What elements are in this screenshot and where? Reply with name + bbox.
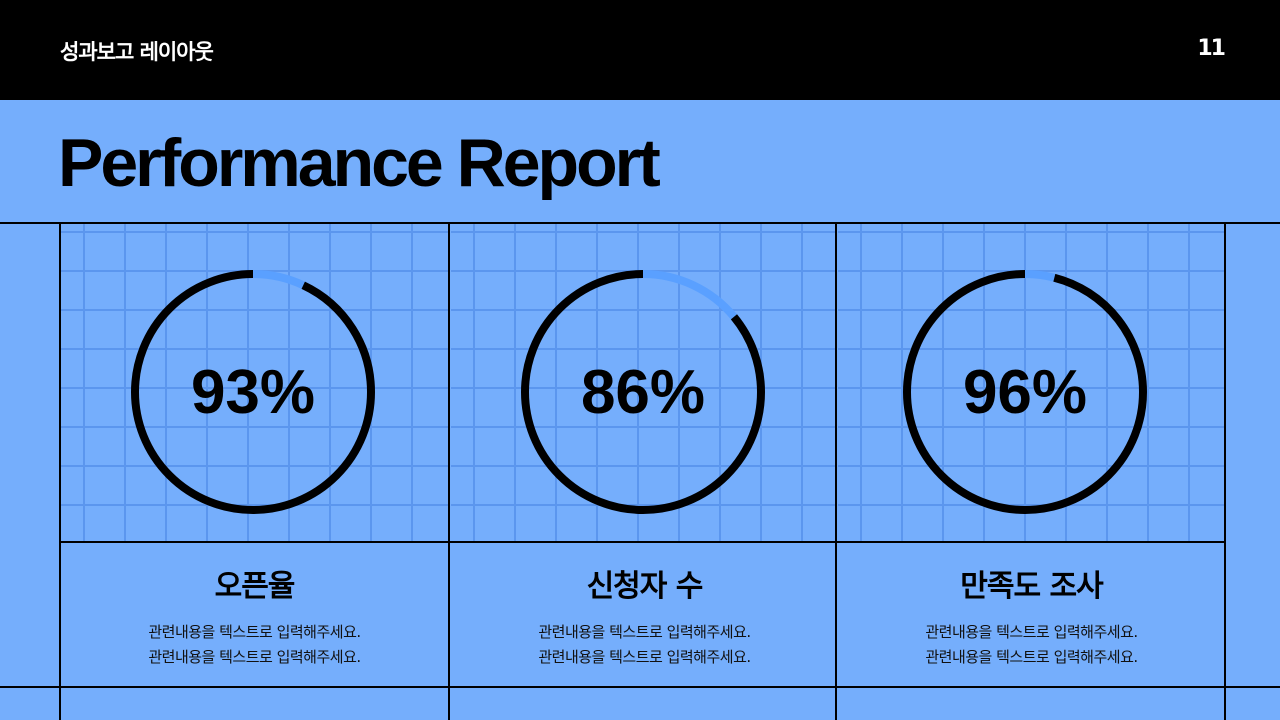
progress-ring	[131, 270, 375, 514]
progress-ring	[903, 270, 1147, 514]
metric-value: 86%	[580, 358, 706, 427]
progress-ring	[521, 270, 765, 514]
metric-description: 관련내용을 텍스트로 입력해주세요. 관련내용을 텍스트로 입력해주세요.	[451, 620, 838, 670]
metric-value: 93%	[190, 358, 316, 427]
description-line: 관련내용을 텍스트로 입력해주세요.	[925, 648, 1138, 666]
metric-value: 96%	[962, 358, 1088, 427]
top-bar: 성과보고 레이아웃 11	[0, 0, 1280, 100]
divider	[448, 222, 450, 720]
metric-description: 관련내용을 텍스트로 입력해주세요. 관련내용을 텍스트로 입력해주세요.	[61, 620, 448, 670]
divider	[59, 222, 61, 720]
divider	[60, 541, 1226, 543]
metric-title: 오픈율	[214, 569, 296, 604]
page-number: 11	[1197, 36, 1226, 61]
description-line: 관련내용을 텍스트로 입력해주세요.	[538, 648, 751, 666]
metric-title: 만족도 조사	[960, 569, 1103, 604]
divider	[1224, 222, 1226, 720]
ring-progress	[131, 270, 375, 514]
header-title: 성과보고 레이아웃	[60, 40, 214, 64]
metric-description: 관련내용을 텍스트로 입력해주세요. 관련내용을 텍스트로 입력해주세요.	[838, 620, 1225, 670]
metric-title: 신청자 수	[586, 569, 704, 604]
description-line: 관련내용을 텍스트로 입력해주세요.	[148, 623, 361, 641]
ring-progress	[521, 270, 765, 514]
divider	[0, 222, 1280, 224]
ring-progress	[903, 270, 1147, 514]
divider	[0, 686, 1280, 688]
description-line: 관련내용을 텍스트로 입력해주세요.	[538, 623, 751, 641]
divider	[835, 222, 837, 720]
description-line: 관련내용을 텍스트로 입력해주세요.	[148, 648, 361, 666]
page-title: Performance Report	[58, 125, 661, 201]
description-line: 관련내용을 텍스트로 입력해주세요.	[925, 623, 1138, 641]
